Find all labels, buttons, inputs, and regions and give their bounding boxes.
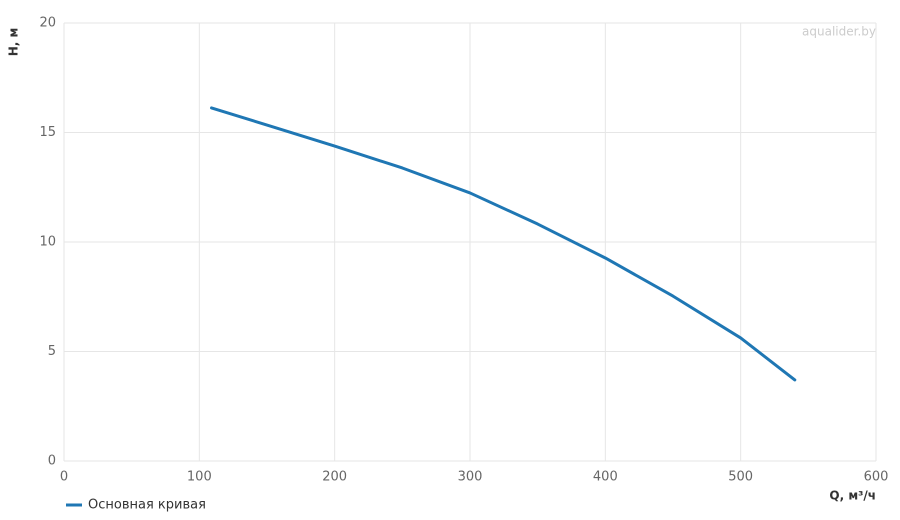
watermark: aqualider.by	[802, 25, 876, 39]
y-tick-label: 20	[39, 16, 56, 31]
x-tick-label: 200	[322, 470, 347, 485]
line-series	[210, 106, 797, 382]
y-tick-label: 10	[39, 235, 56, 250]
y-tick-label: 5	[48, 344, 56, 359]
x-tick-label: 0	[60, 470, 68, 485]
y-axis-title: H, м	[7, 28, 21, 57]
y-tick-label: 15	[39, 125, 56, 140]
x-tick-label: 400	[593, 470, 618, 485]
x-tick-label: 600	[864, 470, 889, 485]
legend-label: Основная кривая	[88, 498, 206, 513]
y-tick-label: 0	[48, 454, 56, 469]
x-axis-title: Q, м³/ч	[829, 489, 876, 503]
x-tick-label: 500	[728, 470, 753, 485]
x-tick-label: 300	[458, 470, 483, 485]
x-tick-label: 100	[187, 470, 212, 485]
